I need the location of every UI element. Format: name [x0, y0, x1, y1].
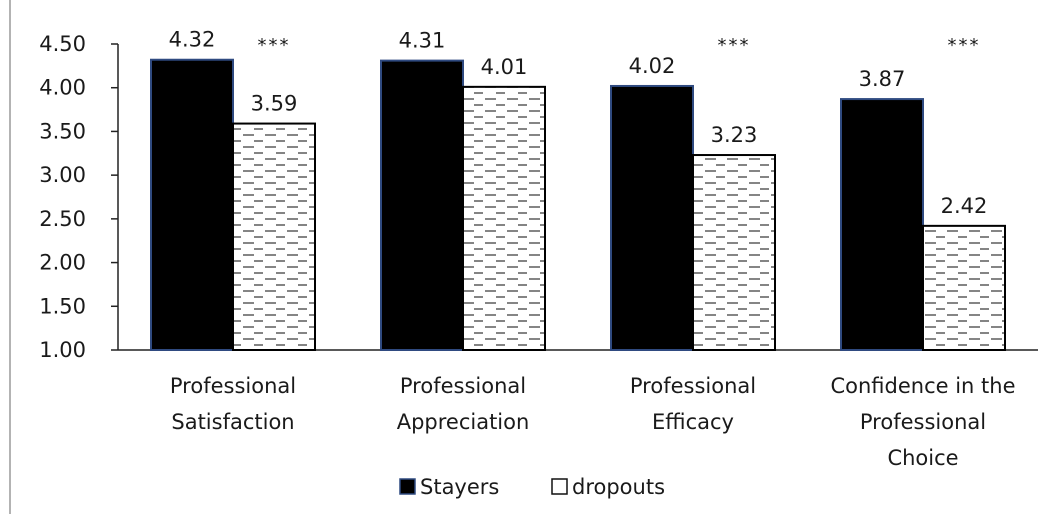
bar-stayers-2: [610, 84, 694, 351]
significance-annotation-2: ***: [718, 35, 751, 56]
x-category-label: Choice: [887, 446, 958, 470]
bar-stayers-3: [840, 98, 924, 351]
y-tick-label: 2.50: [39, 207, 86, 231]
labels: 4.32 3.59 *** Professional Satisfaction 4.31 4…: [169, 28, 1016, 470]
bar-dropouts-1: [462, 85, 546, 351]
significance-annotation-0: ***: [258, 35, 291, 56]
data-label-dropouts-3: 2.42: [941, 194, 988, 218]
y-tick-label: 2.00: [39, 251, 86, 275]
legend: Stayers dropouts: [399, 475, 665, 499]
bar-dropouts-3: [922, 224, 1006, 351]
x-category-label: Satisfaction: [171, 410, 294, 434]
x-category-label: Professional: [400, 374, 526, 398]
x-category-label: Confidence in the: [830, 374, 1015, 398]
data-label-stayers-3: 3.87: [859, 67, 906, 91]
bars: [150, 58, 1006, 352]
legend-label-dropouts: dropouts: [572, 475, 665, 499]
x-category-label: Professional: [630, 374, 756, 398]
x-category-label: Professional: [170, 374, 296, 398]
significance-annotation-3: ***: [948, 35, 981, 56]
data-label-dropouts-1: 4.01: [481, 55, 528, 79]
data-label-stayers-2: 4.02: [629, 54, 676, 78]
data-label-dropouts-0: 3.59: [251, 92, 298, 116]
legend-swatch-dropouts: [551, 478, 568, 495]
legend-swatch-stayers: [399, 478, 416, 495]
y-tick-label: 3.00: [39, 163, 86, 187]
y-tick-label: 4.00: [39, 76, 86, 100]
x-category-label: Professional: [860, 410, 986, 434]
data-label-stayers-1: 4.31: [399, 29, 446, 53]
x-category-label: Efficacy: [652, 410, 734, 434]
y-tick-label: 4.50: [39, 32, 86, 56]
x-category-label: Appreciation: [397, 410, 530, 434]
bar-stayers-1: [380, 59, 464, 352]
y-tick-label: 1.50: [39, 294, 86, 318]
bar-stayers-0: [150, 58, 234, 351]
bar-dropouts-2: [692, 154, 776, 351]
y-tick-label: 3.50: [39, 119, 86, 143]
bar-dropouts-0: [232, 122, 316, 351]
y-tick-label: 1.00: [39, 338, 86, 362]
legend-label-stayers: Stayers: [420, 475, 499, 499]
axes: 1.00 1.50 2.00 2.50 3.00 3.50 4.00 4.50: [39, 32, 1038, 362]
data-label-dropouts-2: 3.23: [711, 123, 758, 147]
data-label-stayers-0: 4.32: [169, 28, 216, 52]
